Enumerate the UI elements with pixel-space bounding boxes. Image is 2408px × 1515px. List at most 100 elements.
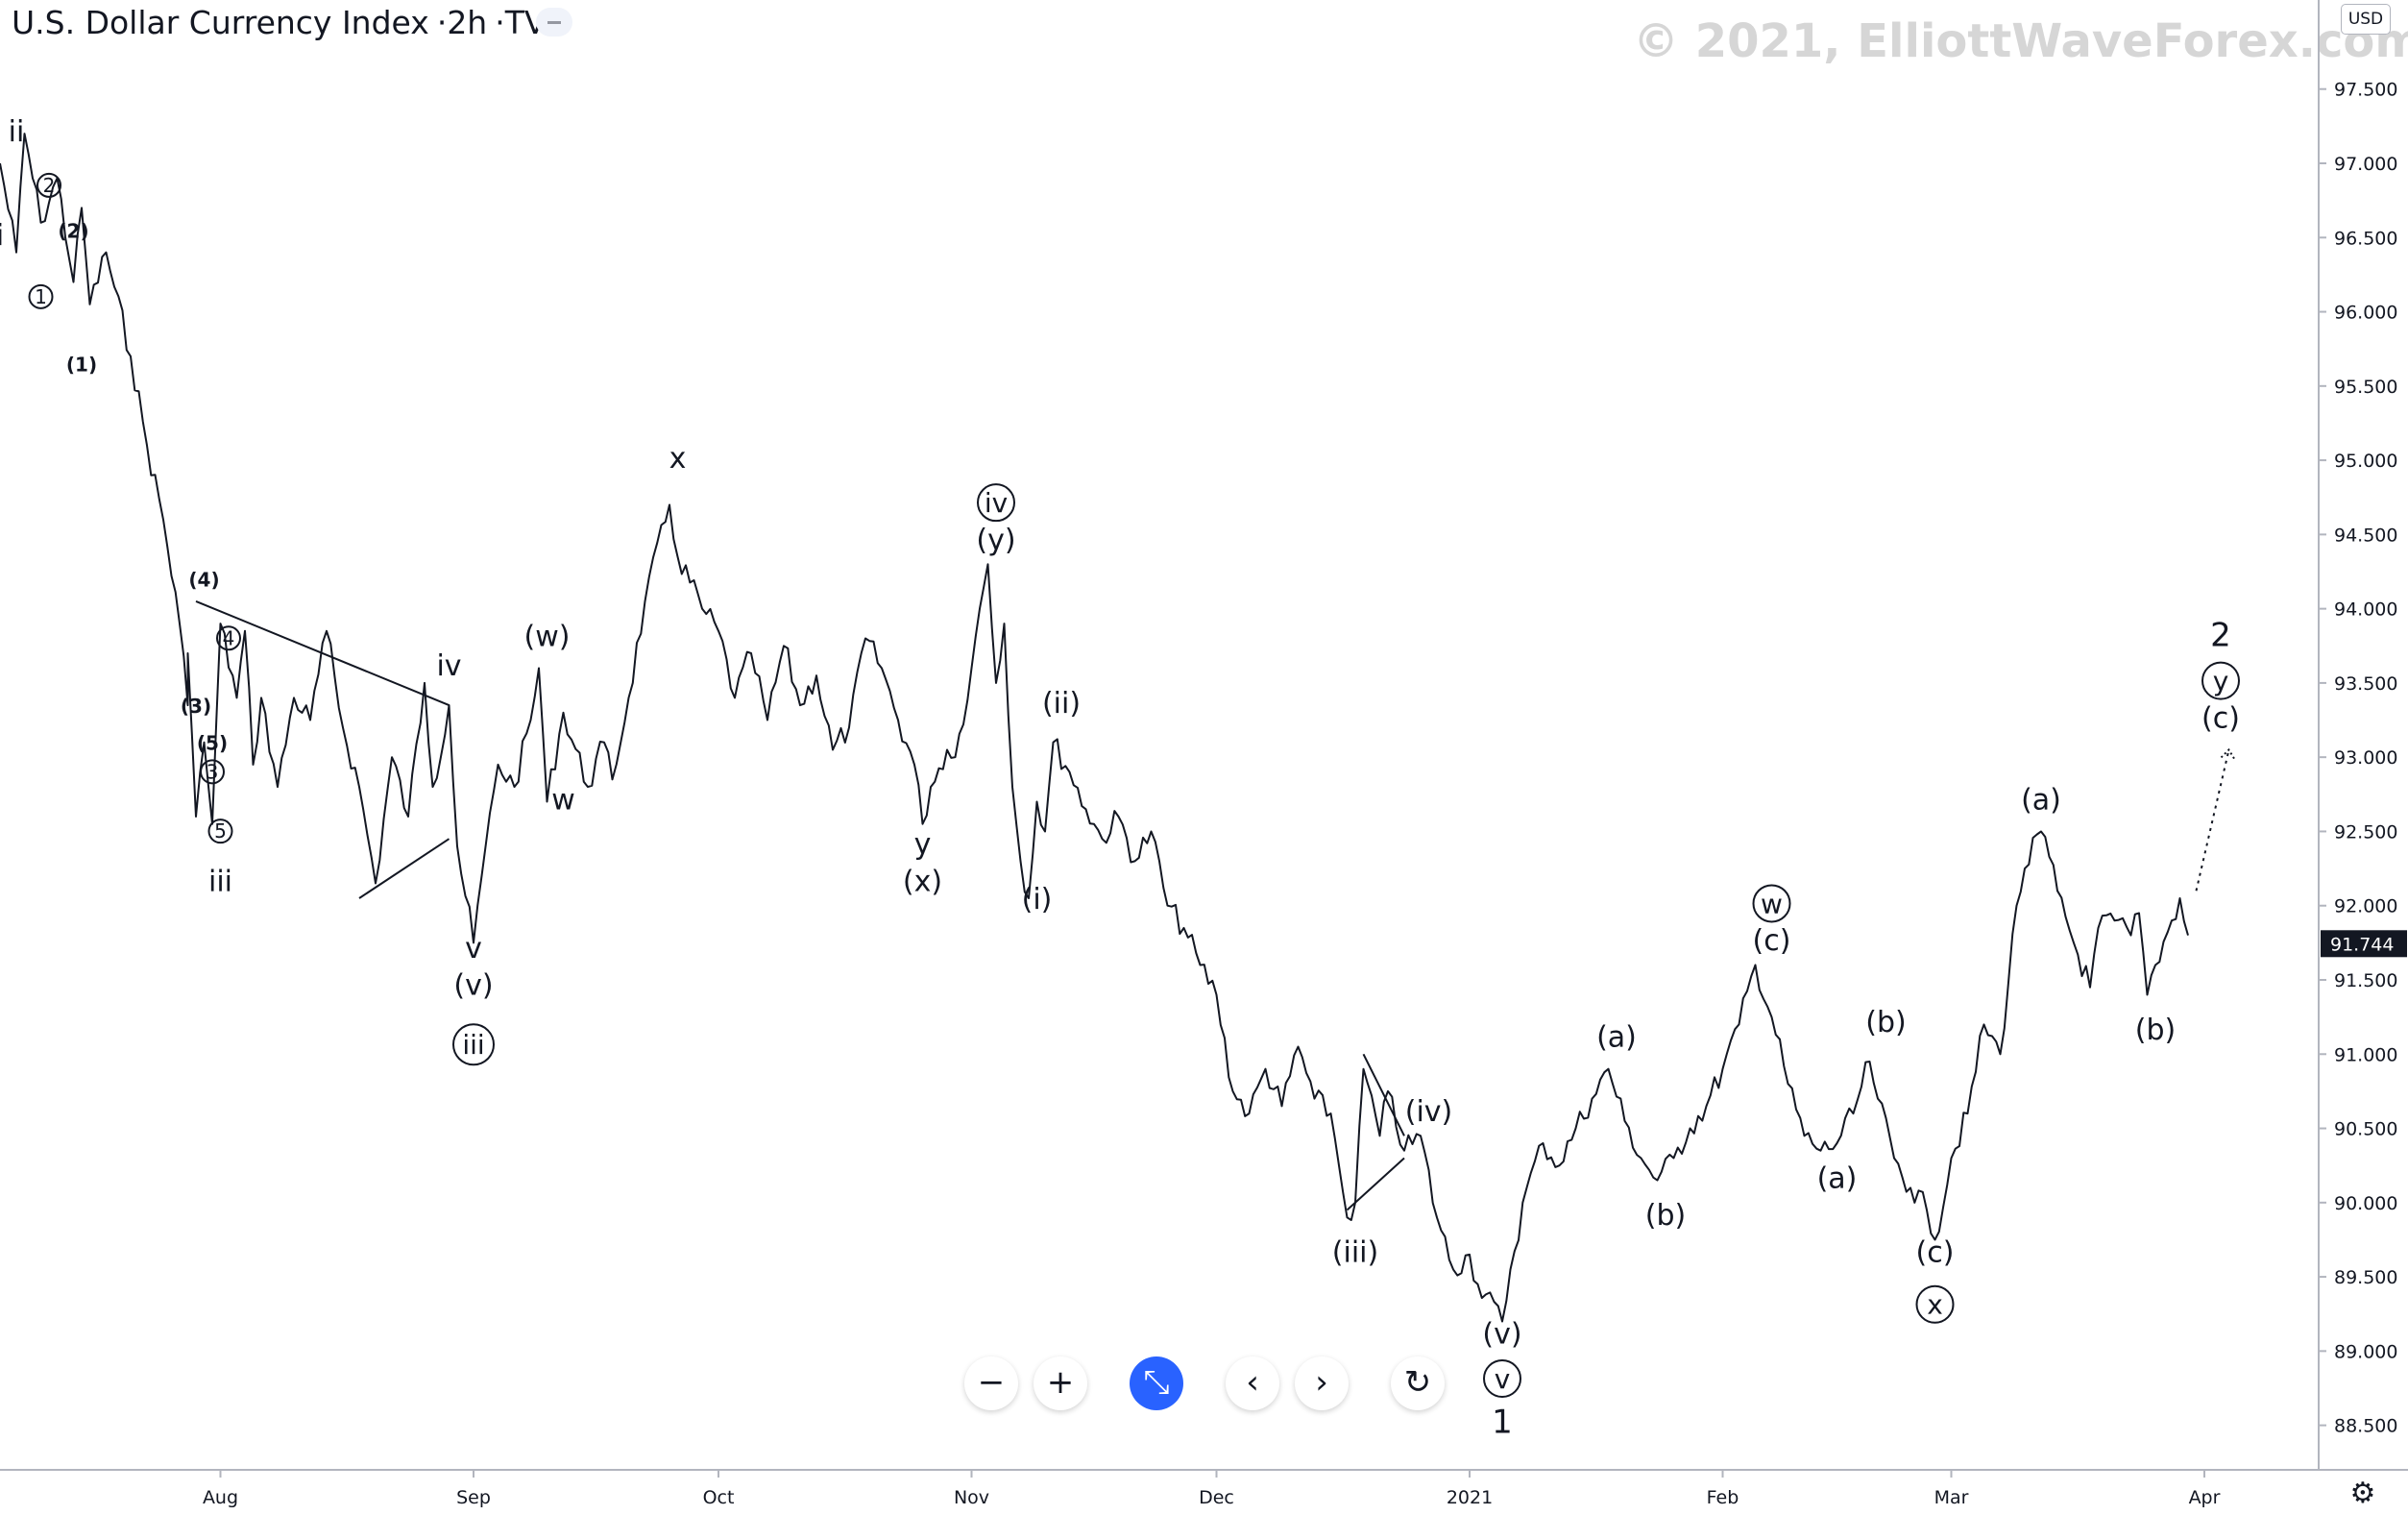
wave-label: (1) [66,353,97,376]
header-separator: · [436,4,448,41]
y-tick-label: 94.000 [2334,599,2397,621]
wave-label: i [0,219,4,253]
x-tick-label: Apr [2189,1487,2221,1508]
wave-label: (5) [197,731,228,754]
wave-label: ii [9,115,25,149]
x-tick-label: 2021 [1447,1487,1493,1508]
wave-label: iii [208,865,232,898]
last-price-label: 91.744 [2330,934,2394,955]
wave-label: 3 [207,760,219,783]
interval-label[interactable]: 2h [447,4,488,41]
zoom-out-button[interactable]: − [964,1356,1018,1410]
wave-label: 4 [223,626,235,649]
y-tick-label: 95.000 [2334,451,2397,472]
wave-label: (2) [58,219,88,242]
time-scale[interactable]: Aug Sep Oct Nov Dec 2021 Feb Mar Apr [203,1470,2221,1508]
wave-label: (i) [1022,883,1053,916]
scroll-right-button[interactable]: › [1295,1356,1349,1410]
watermark: © 2021, ElliottWaveForex.com [1633,14,2408,68]
wave-label-circle [207,819,233,844]
trendline[interactable] [195,599,450,707]
wave-label: (y) [976,524,1015,557]
wave-label: (w) [524,620,571,653]
y-tick-label: 89.500 [2334,1267,2397,1288]
last-price-badge [2321,930,2407,958]
wave-label: 2 [2210,616,2231,654]
price-scale[interactable]: 97.500 97.000 96.500 96.000 95.500 95.000 94.5… [0,0,2408,1471]
x-tick-label: Nov [954,1487,989,1508]
trendline[interactable] [1346,1157,1405,1211]
projection-line[interactable] [2195,749,2230,892]
reset-scale-button[interactable]: ⤡ [1130,1356,1183,1410]
scroll-left-button[interactable]: ‹ [1226,1356,1279,1410]
trendline[interactable] [1362,1053,1405,1136]
y-tick-label: 90.500 [2334,1119,2397,1140]
wave-label-circle [1483,1359,1521,1398]
wave-label: w [551,783,575,817]
symbol-name[interactable]: U.S. Dollar Currency Index [12,4,429,41]
wave-label: (b) [1865,1006,1906,1039]
wave-label: (c) [2201,701,2240,735]
wave-label: (c) [1753,924,1791,958]
wave-label: (iv) [1405,1095,1453,1129]
projection-arrowhead [2220,747,2236,760]
wave-label-circle [216,625,241,651]
price-series [0,133,2189,1323]
currency-button[interactable]: USD [2341,4,2391,35]
wave-label: y [914,828,932,862]
wave-label: v [465,932,482,965]
last-price-marker: 91.744 [2321,930,2407,958]
collapse-legend-button[interactable] [536,8,572,37]
x-tick-label: Sep [456,1487,491,1508]
wave-label: (a) [1817,1161,1858,1195]
chart-header: U.S. Dollar Currency Index·2h·TVC [12,4,569,41]
wave-label: (v) [1482,1318,1521,1352]
y-tick-label: 93.500 [2334,673,2397,695]
wave-label-circle [200,759,225,785]
y-tick-label: 90.000 [2334,1193,2397,1214]
wave-label-circle [36,172,61,198]
wave-label: (v) [453,968,493,1002]
wave-label-circle [28,283,54,309]
y-tick-label: 97.000 [2334,154,2397,175]
wave-label: x [669,442,687,476]
wave-label: (a) [2021,783,2061,817]
x-tick-label: Oct [703,1487,735,1508]
wave-label: w [1761,888,1783,919]
wave-label: 5 [214,819,227,843]
wave-labels: iii2(2)1(1)(4)4(3)(5)35iiiivv(v)iii(w)wx… [0,115,2240,1441]
wave-label-circle [452,1023,495,1066]
x-tick-label: Aug [203,1487,238,1508]
y-tick-label: 89.000 [2334,1341,2397,1362]
wave-label: 1 [1492,1403,1513,1441]
y-tick-label: 97.500 [2334,80,2397,101]
wave-label: (4) [188,568,219,591]
wave-label: 2 [43,174,56,197]
reset-chart-button[interactable]: ↻ [1391,1356,1445,1410]
wave-label: iv [436,649,461,683]
x-tick-label: Mar [1934,1487,1969,1508]
wave-label-circle [1915,1284,1955,1324]
y-tick-label: 92.000 [2334,896,2397,917]
y-tick-label: 91.500 [2334,970,2397,991]
x-tick-label: Feb [1707,1487,1739,1508]
y-tick-label: 93.000 [2334,747,2397,769]
price-line [0,133,2189,1323]
zoom-in-button[interactable]: + [1034,1356,1087,1410]
wave-label: (b) [1645,1199,1686,1233]
trendline[interactable] [358,838,450,899]
y-tick-label: 88.500 [2334,1416,2397,1437]
header-separator: · [495,4,505,41]
wave-label: (3) [181,695,211,718]
y-tick-label: 94.500 [2334,525,2397,546]
gear-icon[interactable]: ⚙ [2349,1477,2376,1510]
wave-label: (iii) [1332,1236,1378,1270]
wave-label: (a) [1596,1021,1637,1055]
wave-label: (c) [1916,1236,1955,1270]
wave-label: v [1495,1363,1511,1395]
y-tick-label: 95.500 [2334,377,2397,398]
wave-label-circle [977,483,1015,523]
wave-label: y [2213,665,2229,696]
x-tick-label: Dec [1199,1487,1234,1508]
